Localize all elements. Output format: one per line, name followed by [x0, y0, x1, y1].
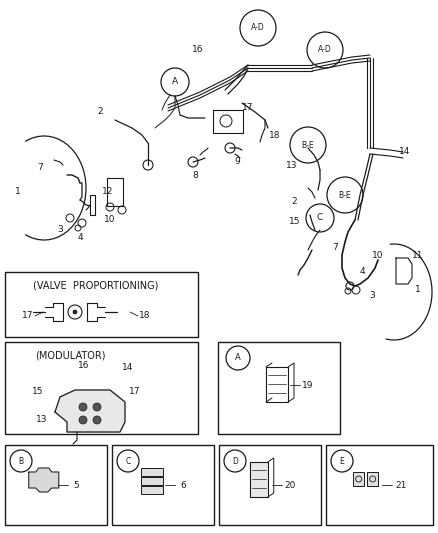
Text: 4: 4	[359, 268, 365, 277]
Circle shape	[93, 403, 101, 411]
Circle shape	[73, 310, 77, 314]
Circle shape	[79, 416, 87, 424]
Text: 16: 16	[78, 360, 90, 369]
Polygon shape	[29, 468, 59, 492]
Text: B-E: B-E	[302, 141, 314, 149]
Polygon shape	[55, 390, 125, 432]
Text: A: A	[172, 77, 178, 86]
Circle shape	[331, 450, 353, 472]
Text: 17: 17	[242, 103, 254, 112]
Text: 15: 15	[32, 387, 44, 397]
Text: 14: 14	[122, 364, 134, 373]
Circle shape	[161, 68, 189, 96]
Text: A: A	[235, 353, 241, 362]
Text: 2: 2	[97, 108, 103, 117]
Circle shape	[117, 450, 139, 472]
Text: A-D: A-D	[318, 45, 332, 54]
Text: 21: 21	[395, 481, 406, 489]
Text: E: E	[339, 456, 344, 465]
Text: 6: 6	[180, 481, 186, 489]
Circle shape	[226, 346, 250, 370]
Text: 9: 9	[234, 157, 240, 166]
Text: 4: 4	[77, 233, 83, 243]
Text: 7: 7	[37, 164, 43, 173]
Bar	[266, 367, 288, 402]
Bar	[5, 445, 107, 525]
Text: A-D: A-D	[251, 23, 265, 33]
Circle shape	[79, 403, 87, 411]
Text: 7: 7	[332, 244, 338, 253]
Text: 10: 10	[372, 251, 384, 260]
Text: 17: 17	[22, 311, 34, 320]
Text: B-E: B-E	[339, 190, 351, 199]
Circle shape	[307, 32, 343, 68]
Bar	[367, 472, 378, 486]
Text: 13: 13	[286, 161, 298, 171]
Bar	[250, 462, 268, 497]
Circle shape	[10, 450, 32, 472]
Text: 2: 2	[291, 198, 297, 206]
Bar	[5, 272, 198, 337]
Circle shape	[290, 127, 326, 163]
Text: 3: 3	[369, 290, 375, 300]
Text: (MODULATOR): (MODULATOR)	[35, 350, 105, 360]
Text: 16: 16	[192, 45, 204, 54]
Circle shape	[224, 450, 246, 472]
Text: 1: 1	[415, 286, 421, 295]
Circle shape	[93, 416, 101, 424]
Bar	[219, 445, 321, 525]
Bar	[326, 445, 433, 525]
Text: 1: 1	[15, 188, 21, 197]
Text: (VALVE  PROPORTIONING): (VALVE PROPORTIONING)	[33, 280, 159, 290]
Text: 3: 3	[57, 225, 63, 235]
Bar	[112, 445, 214, 525]
Text: 5: 5	[74, 481, 79, 489]
Bar	[218, 342, 340, 434]
Text: B: B	[18, 456, 24, 465]
Text: 10: 10	[104, 215, 116, 224]
Text: 11: 11	[412, 252, 424, 261]
Text: C: C	[317, 214, 323, 222]
Bar	[141, 477, 163, 485]
Text: 12: 12	[102, 188, 114, 197]
Text: D: D	[232, 456, 238, 465]
Text: 18: 18	[139, 311, 151, 320]
Text: 18: 18	[269, 132, 281, 141]
Text: 8: 8	[192, 171, 198, 180]
Bar	[353, 472, 364, 486]
Circle shape	[306, 204, 334, 232]
Text: 13: 13	[36, 416, 48, 424]
Bar	[5, 342, 198, 434]
Text: 15: 15	[289, 217, 301, 227]
Bar	[141, 486, 163, 494]
Circle shape	[327, 177, 363, 213]
Text: C: C	[125, 456, 131, 465]
Circle shape	[240, 10, 276, 46]
Text: 19: 19	[302, 381, 314, 390]
Text: 14: 14	[399, 148, 411, 157]
Text: 17: 17	[129, 387, 141, 397]
Text: 20: 20	[285, 481, 296, 489]
Bar	[141, 468, 163, 476]
